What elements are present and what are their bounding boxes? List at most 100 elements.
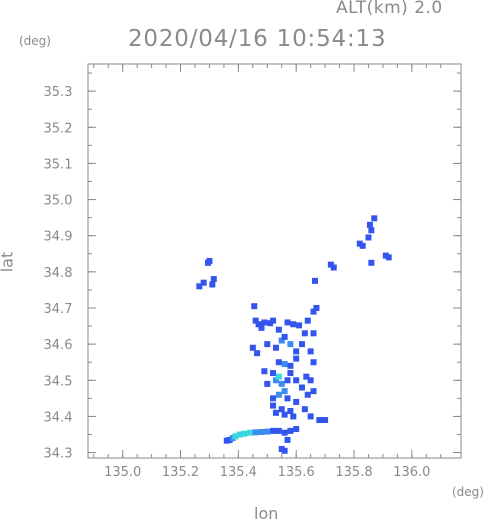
echo-point bbox=[301, 330, 308, 337]
echo-point bbox=[316, 417, 323, 424]
echo-point bbox=[298, 341, 305, 348]
echo-point bbox=[251, 303, 258, 310]
y-tick-label: 35.3 bbox=[44, 85, 73, 100]
echo-point bbox=[310, 330, 317, 337]
echo-point bbox=[200, 279, 207, 286]
axis-ticks bbox=[88, 64, 461, 458]
echo-point bbox=[330, 264, 337, 271]
echo-point bbox=[311, 277, 318, 284]
echo-point bbox=[293, 355, 300, 362]
echo-point bbox=[310, 388, 317, 395]
echo-point bbox=[366, 221, 373, 228]
echo-points bbox=[196, 215, 392, 454]
plot-frame bbox=[87, 63, 462, 459]
echo-point bbox=[270, 370, 277, 377]
echo-point bbox=[272, 377, 279, 384]
echo-point bbox=[270, 427, 277, 434]
echo-point bbox=[258, 428, 265, 435]
chart-timestamp: 2020/04/16 10:54:13 bbox=[128, 26, 387, 52]
echo-point bbox=[272, 409, 279, 416]
echo-point bbox=[281, 429, 288, 436]
echo-point bbox=[209, 281, 216, 288]
echo-point bbox=[290, 321, 297, 328]
echo-point bbox=[287, 362, 294, 369]
echo-point bbox=[270, 395, 277, 402]
x-tick-label: 135.8 bbox=[335, 465, 372, 480]
echo-point bbox=[298, 384, 305, 391]
x-tick-label: 135.2 bbox=[162, 465, 199, 480]
echo-point bbox=[287, 341, 294, 348]
echo-point bbox=[310, 308, 317, 315]
echo-point bbox=[368, 259, 375, 266]
echo-point bbox=[223, 437, 230, 444]
echo-point bbox=[241, 430, 248, 437]
echo-point bbox=[264, 380, 271, 387]
echo-point bbox=[307, 348, 314, 355]
echo-point bbox=[293, 377, 300, 384]
echo-point bbox=[359, 242, 366, 249]
x-tick-label: 136.0 bbox=[393, 465, 430, 480]
echo-point bbox=[275, 391, 282, 398]
echo-point bbox=[196, 283, 203, 290]
echo-point bbox=[307, 413, 314, 420]
echo-point bbox=[281, 333, 288, 340]
echo-point bbox=[249, 344, 256, 351]
echo-point bbox=[275, 326, 282, 333]
echo-point bbox=[272, 344, 279, 351]
altitude-label: ALT(km) 2.0 bbox=[336, 0, 443, 18]
echo-point bbox=[206, 258, 213, 264]
y-tick-label: 34.3 bbox=[44, 447, 73, 462]
echo-point bbox=[307, 377, 314, 384]
echo-point bbox=[254, 350, 261, 357]
y-tick-label: 34.4 bbox=[44, 410, 73, 425]
echo-point bbox=[281, 388, 288, 395]
echo-point bbox=[275, 373, 282, 380]
echo-point bbox=[287, 370, 294, 377]
echo-point bbox=[236, 431, 243, 438]
y-tick-label: 34.5 bbox=[44, 374, 73, 389]
y-tick-label: 35.1 bbox=[44, 157, 73, 172]
echo-point bbox=[284, 319, 291, 326]
echo-point bbox=[304, 391, 311, 398]
echo-point bbox=[264, 428, 271, 435]
x-axis-label: lon bbox=[254, 504, 279, 523]
echo-point bbox=[287, 408, 294, 415]
echo-point bbox=[301, 406, 308, 413]
echo-point bbox=[270, 317, 277, 324]
y-tick-label: 35.0 bbox=[44, 194, 73, 209]
echo-point bbox=[365, 234, 372, 241]
echo-point bbox=[255, 321, 262, 328]
echo-point bbox=[261, 368, 268, 375]
echo-point bbox=[284, 377, 291, 384]
y-tick-label: 34.8 bbox=[44, 266, 73, 281]
echo-point bbox=[310, 359, 317, 366]
y-tick-label: 34.7 bbox=[44, 302, 73, 317]
echo-point bbox=[261, 319, 268, 326]
x-tick-label: 135.6 bbox=[278, 465, 315, 480]
echo-point bbox=[293, 426, 300, 433]
y-tick-label: 34.9 bbox=[44, 230, 73, 245]
echo-point bbox=[313, 304, 320, 311]
echo-point bbox=[281, 411, 288, 418]
echo-point bbox=[278, 406, 285, 413]
echo-point bbox=[275, 359, 282, 366]
echo-point bbox=[385, 254, 392, 261]
echo-point bbox=[284, 395, 291, 402]
x-axis-unit: (deg) bbox=[452, 485, 484, 499]
echo-point bbox=[210, 276, 217, 283]
echo-point bbox=[322, 417, 329, 424]
echo-point bbox=[304, 317, 311, 324]
echo-point bbox=[252, 429, 259, 436]
tick-labels: 135.0 135.2 135.4 135.6 135.8 136.0 34.3 34.4 34… bbox=[44, 85, 431, 480]
echo-point bbox=[278, 337, 285, 344]
echo-point bbox=[287, 427, 294, 434]
echo-point bbox=[284, 436, 291, 443]
echo-point bbox=[278, 380, 285, 387]
y-tick-label: 35.2 bbox=[44, 121, 73, 136]
x-tick-label: 135.0 bbox=[104, 465, 141, 480]
y-axis-unit: (deg) bbox=[19, 34, 51, 48]
echo-point bbox=[281, 447, 288, 454]
echo-point bbox=[270, 402, 277, 409]
y-tick-label: 34.6 bbox=[44, 338, 73, 353]
